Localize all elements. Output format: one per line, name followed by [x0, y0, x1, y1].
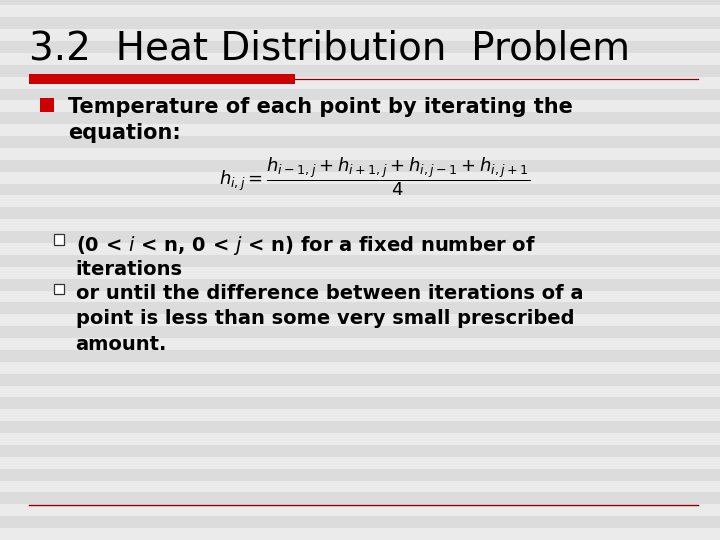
Bar	[0, 100, 720, 112]
Bar	[0, 386, 720, 397]
Text: Temperature of each point by iterating the: Temperature of each point by iterating t…	[68, 97, 573, 117]
Bar	[0, 243, 720, 255]
Bar	[40, 98, 54, 112]
Bar	[0, 124, 720, 136]
Text: amount.: amount.	[76, 335, 167, 354]
Bar	[0, 267, 720, 279]
Bar	[29, 74, 295, 84]
Bar	[0, 172, 720, 184]
Bar	[54, 284, 64, 294]
Bar	[0, 53, 720, 65]
Bar	[0, 457, 720, 469]
Bar	[0, 29, 720, 41]
Text: equation:: equation:	[68, 123, 181, 143]
Bar	[0, 338, 720, 350]
Bar	[0, 528, 720, 540]
Text: (0 < $i$ < n, 0 < $j$ < n) for a fixed number of: (0 < $i$ < n, 0 < $j$ < n) for a fixed n…	[76, 234, 536, 258]
Text: point is less than some very small prescribed: point is less than some very small presc…	[76, 309, 574, 328]
Text: or until the difference between iterations of a: or until the difference between iteratio…	[76, 284, 583, 303]
Bar	[0, 504, 720, 516]
Bar	[0, 5, 720, 17]
Text: 3.2  Heat Distribution  Problem: 3.2 Heat Distribution Problem	[29, 30, 630, 68]
Bar	[0, 433, 720, 445]
Bar	[0, 148, 720, 160]
Bar	[54, 234, 64, 245]
Bar	[0, 291, 720, 302]
Text: iterations: iterations	[76, 260, 183, 279]
Bar	[0, 195, 720, 207]
Text: $h_{i,j} = \dfrac{h_{i-1,j} + h_{i+1,j} + h_{i,j-1} + h_{i,j+1}}{4}$: $h_{i,j} = \dfrac{h_{i-1,j} + h_{i+1,j} …	[219, 156, 530, 198]
Bar	[0, 314, 720, 326]
Bar	[0, 219, 720, 231]
Bar	[0, 409, 720, 421]
Bar	[0, 77, 720, 89]
Bar	[0, 481, 720, 492]
Bar	[0, 362, 720, 374]
